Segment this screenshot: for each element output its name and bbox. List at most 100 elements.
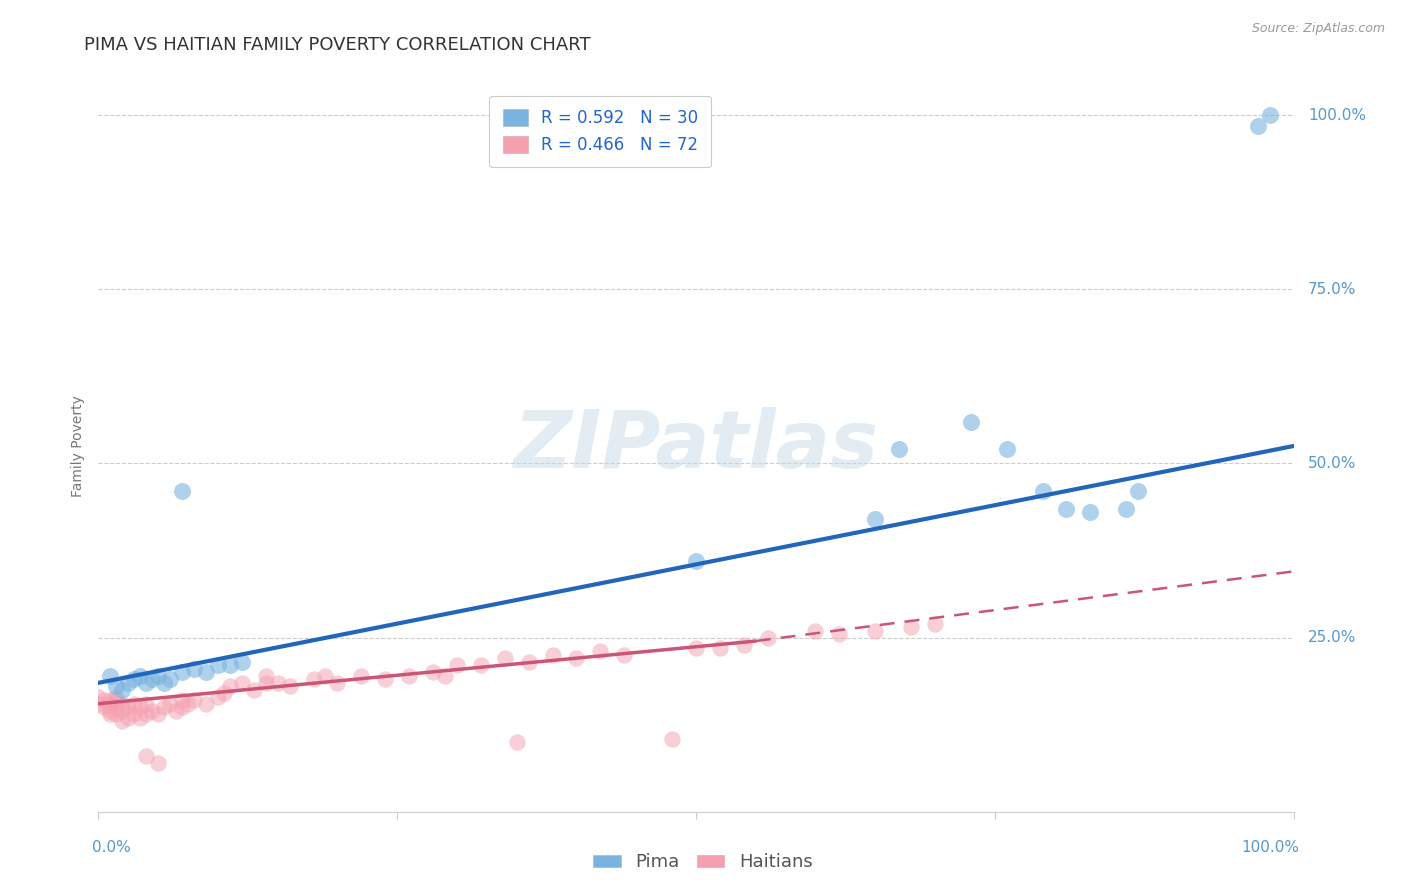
Point [172, 693, 194, 707]
Point [129, 700, 152, 714]
Point [804, 624, 827, 638]
Point [117, 711, 139, 725]
Point [93, 693, 115, 707]
Point [661, 731, 683, 746]
Point [254, 669, 277, 683]
Point [350, 669, 373, 683]
Point [172, 665, 194, 680]
Text: PIMA VS HAITIAN FAMILY POVERTY CORRELATION CHART: PIMA VS HAITIAN FAMILY POVERTY CORRELATI… [84, 36, 591, 54]
Point [541, 648, 564, 662]
Point [148, 669, 170, 683]
Point [254, 676, 277, 690]
Point [159, 697, 181, 711]
Point [159, 673, 181, 687]
Point [124, 673, 146, 687]
Point [124, 707, 146, 722]
Point [195, 697, 218, 711]
Point [1032, 484, 1054, 499]
Point [470, 658, 492, 673]
Point [183, 693, 205, 707]
Point [172, 484, 194, 499]
Text: 50.0%: 50.0% [1308, 456, 1357, 471]
Point [135, 697, 157, 711]
Point [141, 673, 163, 687]
Point [153, 700, 176, 714]
Point [105, 693, 128, 707]
Point [172, 700, 194, 714]
Point [733, 638, 755, 652]
Point [195, 665, 218, 680]
Point [212, 686, 235, 700]
Point [517, 655, 540, 669]
Point [1080, 505, 1102, 519]
Point [111, 697, 134, 711]
Point [613, 648, 636, 662]
Text: ZIPatlas: ZIPatlas [513, 407, 879, 485]
Point [111, 704, 134, 718]
Point [93, 700, 115, 714]
Point [231, 676, 253, 690]
Point [828, 627, 851, 641]
Point [685, 640, 707, 655]
Point [565, 651, 588, 665]
Point [1247, 119, 1270, 133]
Point [219, 658, 242, 673]
Point [995, 442, 1018, 457]
Point [98, 697, 122, 711]
Point [105, 690, 128, 704]
Point [87, 697, 110, 711]
Text: 25.0%: 25.0% [1308, 630, 1357, 645]
Point [135, 749, 157, 764]
Point [434, 669, 457, 683]
Point [1056, 501, 1078, 516]
Point [148, 707, 170, 722]
Text: Source: ZipAtlas.com: Source: ZipAtlas.com [1251, 22, 1385, 36]
Point [243, 682, 266, 697]
Point [756, 631, 779, 645]
Point [494, 651, 516, 665]
Text: 0.0%: 0.0% [93, 839, 131, 855]
Text: 100.0%: 100.0% [1308, 108, 1365, 122]
Point [207, 658, 229, 673]
Point [135, 676, 157, 690]
Point [165, 704, 187, 718]
Point [302, 673, 325, 687]
Text: 75.0%: 75.0% [1308, 282, 1357, 297]
Point [865, 624, 887, 638]
Point [398, 669, 420, 683]
Point [135, 707, 157, 722]
Point [1128, 484, 1150, 499]
Point [124, 697, 146, 711]
Point [506, 735, 529, 749]
Point [374, 673, 396, 687]
Point [117, 700, 139, 714]
Point [231, 655, 253, 669]
Point [889, 442, 911, 457]
Point [278, 679, 301, 693]
Point [153, 676, 176, 690]
Point [900, 620, 922, 634]
Point [219, 679, 242, 693]
Point [326, 676, 349, 690]
Point [148, 756, 170, 770]
Point [709, 640, 731, 655]
Text: 100.0%: 100.0% [1241, 839, 1299, 855]
Point [685, 554, 707, 568]
Y-axis label: Family Poverty: Family Poverty [70, 395, 84, 497]
Point [98, 704, 122, 718]
Point [117, 676, 139, 690]
Point [98, 669, 122, 683]
Point [446, 658, 468, 673]
Point [315, 669, 337, 683]
Point [98, 693, 122, 707]
Point [960, 415, 983, 429]
Point [422, 665, 444, 680]
Point [111, 682, 134, 697]
Point [267, 676, 290, 690]
Point [177, 697, 200, 711]
Legend: R = 0.592   N = 30, R = 0.466   N = 72: R = 0.592 N = 30, R = 0.466 N = 72 [489, 96, 711, 168]
Point [589, 644, 612, 658]
Point [141, 704, 163, 718]
Point [105, 707, 128, 722]
Legend: Pima, Haitians: Pima, Haitians [586, 847, 820, 879]
